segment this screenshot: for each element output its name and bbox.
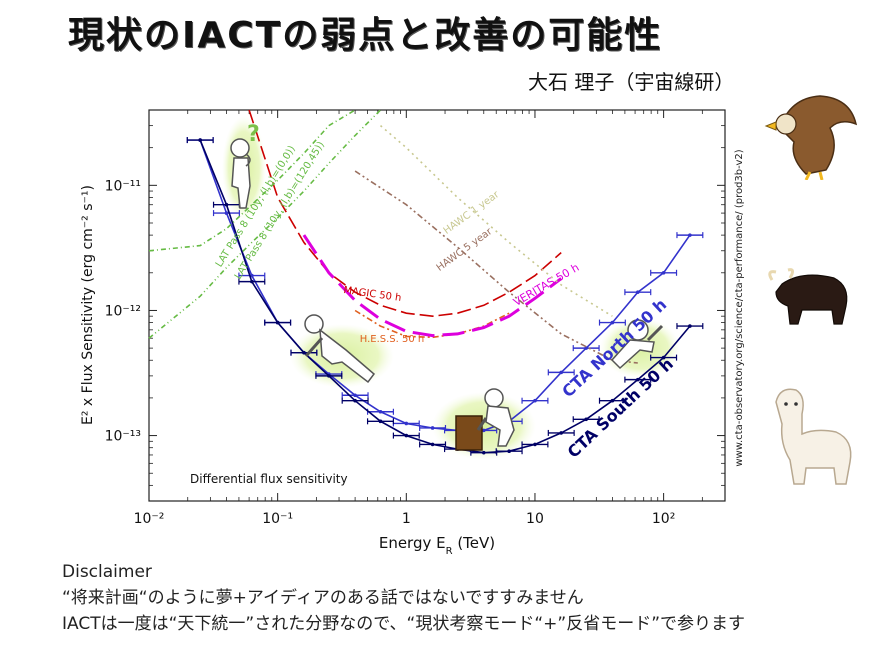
cta-point <box>302 350 306 355</box>
eagle-icon <box>764 95 858 180</box>
cta-point <box>533 442 537 447</box>
cta-point <box>404 421 409 426</box>
series-line-2 <box>248 109 562 318</box>
cta-point <box>327 374 331 378</box>
cta-point <box>378 419 383 424</box>
side-source-label: www.cta-observatory.org/science/cta-perf… <box>734 149 745 466</box>
sliding-figure-icon <box>304 314 376 384</box>
hammering-figure-icon <box>455 388 515 451</box>
falling-figure-icon <box>610 319 664 370</box>
cta-point <box>507 449 511 454</box>
cta-point <box>224 202 229 207</box>
cta-point <box>250 279 254 284</box>
cta-point <box>224 211 229 215</box>
cta-point <box>636 377 640 382</box>
x-tick-label: 10 <box>526 511 544 527</box>
y-axis-label: E² x Flux Sensitivity (erg cm⁻² s⁻¹) <box>80 185 96 425</box>
cta-point <box>688 233 692 237</box>
cta-point <box>661 355 666 360</box>
inner-label: Differential flux sensitivity <box>190 472 348 486</box>
glow-2 <box>432 392 536 460</box>
x-tick-label: 10² <box>652 511 675 527</box>
cta-point <box>404 433 409 438</box>
series-line-6 <box>148 109 382 339</box>
slide-title: 現状のIACTの弱点と改善の可能性 <box>68 15 663 56</box>
cta-point <box>481 450 486 455</box>
cta-point <box>378 409 383 414</box>
cta-point <box>353 398 357 403</box>
cta-point <box>198 138 202 142</box>
axis-tick-labels: 10⁻² 10⁻¹ 1 10 10² 10⁻¹³ 10⁻¹² 10⁻¹¹ <box>105 178 676 527</box>
x-tick-label: 10⁻¹ <box>262 511 293 527</box>
series-label-3: H.E.S.S. 50 h <box>360 334 425 345</box>
y-tick-label: 10⁻¹¹ <box>105 178 141 194</box>
x-axis-label: Energy ER (TeV) <box>379 534 495 557</box>
cta-point <box>559 431 564 435</box>
cta-point <box>430 442 435 447</box>
cta-point <box>584 346 588 350</box>
cta-point <box>610 398 615 403</box>
cta-point <box>533 398 537 403</box>
question-mark-icon: ? <box>247 122 260 147</box>
yak-icon <box>768 268 848 325</box>
cta-point <box>353 393 357 398</box>
cta-point <box>584 417 588 422</box>
cta-point <box>636 290 640 294</box>
cta-point <box>610 320 615 325</box>
author-line: 大石 理子（宇宙線研） <box>528 70 735 94</box>
series-line-5 <box>148 109 356 252</box>
thinking-figure-icon <box>230 138 251 209</box>
cta-point <box>275 320 280 325</box>
cta-point <box>559 370 564 375</box>
y-tick-label: 10⁻¹³ <box>105 429 141 445</box>
series-layer <box>148 109 704 456</box>
cta-point <box>688 324 692 328</box>
cta-point <box>481 428 486 433</box>
alpaca-icon <box>775 388 852 485</box>
disclaimer-block: Disclaimer “将来計画“のように夢+アイディアのある話ではないですすみ… <box>62 559 745 637</box>
cartoon-figures: ? <box>230 122 664 451</box>
series-line-4 <box>302 234 563 338</box>
disclaimer-line-1: “将来計画“のように夢+アイディアのある話ではないですすみません <box>62 588 584 608</box>
disclaimer-line-2: IACTは一度は“天下統一”された分野なので、“現状考察モード“+”反省モード”… <box>62 614 746 634</box>
y-tick-label: 10⁻¹² <box>105 303 141 319</box>
x-tick-label: 1 <box>402 511 411 527</box>
series-line-8 <box>354 170 638 364</box>
cta-point <box>661 270 666 275</box>
cta-point <box>430 426 435 430</box>
disclaimer-heading: Disclaimer <box>62 562 152 582</box>
x-tick-label: 10⁻² <box>134 511 165 527</box>
series-line-7 <box>379 124 613 317</box>
